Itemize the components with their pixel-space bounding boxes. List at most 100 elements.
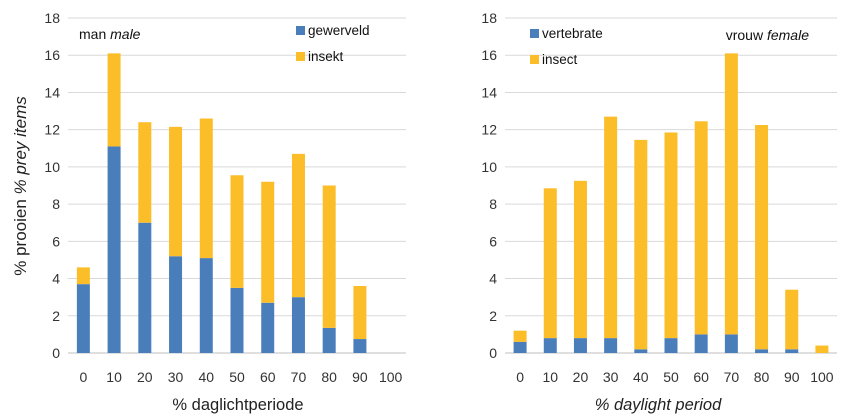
bar-insekt-90 [353, 286, 367, 340]
y-tick-label: 10 [481, 159, 497, 175]
bar-insect-0 [513, 330, 527, 342]
x-tick-label: 60 [260, 369, 276, 385]
legend-swatch [530, 55, 539, 64]
legend-label: insekt [308, 49, 344, 64]
y-ticks-male: 0 2 4 6 8 10 12 14 16 18 [44, 10, 60, 361]
bar-insekt-80 [322, 185, 336, 328]
bar-insekt-60 [261, 181, 275, 303]
legend-label: insect [542, 52, 578, 67]
bar-vertebrate-90 [785, 349, 799, 353]
x-tick-label: 40 [198, 369, 214, 385]
bar-insekt-10 [107, 53, 121, 147]
x-tick-label: 100 [810, 369, 834, 385]
bar-insect-90 [785, 289, 799, 350]
x-ticks-male: 0 10 20 30 40 50 60 70 80 90 100 [79, 369, 402, 385]
x-tick-label: 40 [633, 369, 649, 385]
panel-title-nl: vrouw [726, 27, 767, 43]
chart-male: 0 2 4 6 8 10 12 14 16 18 0 10 20 30 40 50 60 70 80 90 100 m… [44, 10, 406, 414]
bar-insect-80 [755, 125, 769, 350]
y-label-en: % prey items [11, 96, 30, 195]
bar-insect-20 [573, 180, 587, 339]
bar-vertebrate-0 [513, 341, 527, 353]
x-tick-label: 30 [603, 369, 619, 385]
bar-gewerveld-30 [169, 256, 183, 353]
panel-title-female: vrouw female [726, 27, 809, 43]
bar-gewerveld-10 [107, 146, 121, 353]
bar-gewerveld-90 [353, 339, 367, 353]
x-tick-label: 0 [516, 369, 524, 385]
bar-vertebrate-50 [664, 338, 678, 353]
legend-label: vertebrate [542, 26, 603, 41]
bar-gewerveld-20 [138, 222, 152, 353]
bars-male [76, 53, 367, 353]
x-tick-label: 60 [693, 369, 709, 385]
x-axis-label-male: % daglichtperiode [172, 396, 303, 414]
panel-title-male: man male [79, 26, 141, 42]
legend-female: vertebrate insect [530, 26, 603, 67]
y-tick-label: 0 [489, 345, 497, 361]
x-tick-label: 90 [784, 369, 800, 385]
x-ticks-female: 0 10 20 30 40 50 60 70 80 90 100 [516, 369, 834, 385]
y-tick-label: 0 [52, 345, 60, 361]
legend-swatch [296, 52, 305, 61]
bar-insect-40 [634, 139, 648, 350]
x-tick-label: 20 [573, 369, 589, 385]
x-tick-label: 70 [724, 369, 740, 385]
y-tick-label: 12 [481, 122, 497, 138]
x-tick-label: 80 [754, 369, 770, 385]
panel-title-nl: man [79, 26, 110, 42]
x-tick-label: 70 [291, 369, 307, 385]
bar-gewerveld-40 [199, 258, 213, 353]
y-tick-label: 6 [52, 233, 60, 249]
bar-gewerveld-50 [230, 287, 244, 353]
bar-insekt-20 [138, 122, 152, 223]
y-tick-label: 4 [489, 271, 497, 287]
bar-insekt-40 [199, 118, 213, 259]
x-tick-label: 50 [663, 369, 679, 385]
bar-insect-10 [543, 188, 557, 339]
bar-gewerveld-60 [261, 302, 275, 353]
y-label-nl: % prooien [11, 194, 30, 275]
bar-insect-30 [604, 116, 618, 339]
y-tick-label: 12 [44, 122, 60, 138]
legend-label: gewerveld [308, 23, 370, 38]
legend-swatch [296, 26, 305, 35]
legend-swatch [530, 29, 539, 38]
bar-vertebrate-40 [634, 349, 648, 353]
bar-vertebrate-20 [573, 338, 587, 353]
x-tick-label: 10 [106, 369, 122, 385]
y-tick-label: 18 [44, 10, 60, 26]
x-tick-label: 10 [542, 369, 558, 385]
x-tick-label: 0 [79, 369, 87, 385]
legend-male: gewerveld insekt [296, 23, 370, 64]
x-axis-label-female: % daylight period [595, 396, 722, 414]
bar-vertebrate-10 [543, 338, 557, 353]
x-tick-label: 20 [137, 369, 153, 385]
panel-title-en: female [767, 27, 809, 43]
y-tick-label: 10 [44, 159, 60, 175]
x-tick-label: 100 [379, 369, 403, 385]
y-ticks-female: 0 2 4 6 8 10 12 14 16 18 [481, 10, 497, 361]
bar-insect-50 [664, 132, 678, 339]
y-tick-label: 2 [52, 308, 60, 324]
bar-vertebrate-60 [694, 334, 708, 353]
bars-female [513, 53, 829, 353]
y-tick-label: 18 [481, 10, 497, 26]
x-tick-label: 90 [352, 369, 368, 385]
x-tick-label: 30 [168, 369, 184, 385]
y-tick-label: 14 [481, 84, 497, 100]
bar-insect-60 [694, 121, 708, 335]
bar-insekt-30 [169, 126, 183, 257]
chart-female: 0 2 4 6 8 10 12 14 16 18 0 10 20 30 40 50 60 70 80 90 100 v… [481, 10, 837, 414]
bar-vertebrate-80 [755, 349, 769, 353]
bar-gewerveld-0 [76, 284, 90, 353]
y-tick-label: 16 [481, 47, 497, 63]
bar-vertebrate-70 [724, 334, 738, 353]
bar-insect-70 [724, 53, 738, 335]
y-tick-label: 14 [44, 84, 60, 100]
y-axis-label: % prooien % prey items [11, 96, 30, 276]
y-tick-label: 4 [52, 271, 60, 287]
bar-insekt-50 [230, 175, 244, 288]
y-tick-label: 8 [52, 196, 60, 212]
